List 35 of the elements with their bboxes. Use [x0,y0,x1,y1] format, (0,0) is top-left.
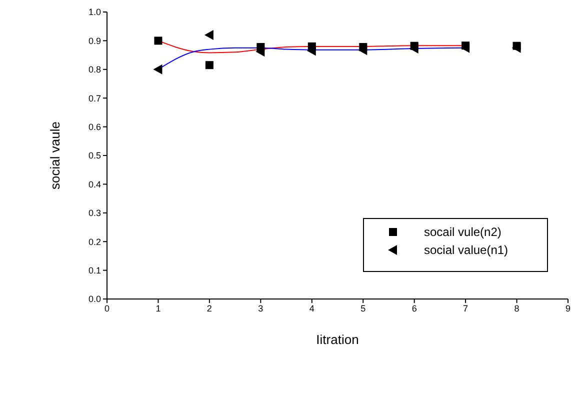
y-tick-label: 0.3 [88,208,101,218]
x-tick-label: 5 [360,303,366,314]
legend-label: social value(n1) [424,243,508,257]
y-tick-label: 0.0 [88,294,101,304]
y-axis-title: social vaule [48,122,63,190]
x-tick-label: 3 [258,303,264,314]
point [358,45,368,56]
y-tick-label: 0.2 [88,236,101,247]
y-tick-label: 1.0 [88,7,101,18]
point [256,46,265,57]
x-tick-label: 2 [206,303,212,314]
point [204,30,214,40]
y-tick-label: 0.4 [88,179,101,190]
legend-label: socail vule(n2) [424,225,502,239]
point [409,43,418,54]
x-tick-label: 8 [514,303,520,314]
point [154,36,162,45]
x-tick-label: 1 [156,303,161,314]
x-tick-label: 4 [309,303,314,314]
point [205,61,214,70]
y-tick-label: 0.5 [88,150,101,161]
y-tick-label: 0.7 [88,93,101,104]
x-tick-label: 0 [104,303,110,314]
point [153,64,162,74]
point [306,46,316,56]
x-tick-label: 7 [463,303,468,314]
point [512,42,521,53]
x-tick-label: 9 [565,303,571,314]
x-tick-label: 6 [412,303,417,314]
y-tick-label: 0.6 [88,122,101,132]
point [460,42,470,53]
x-axis-title: Iitration [316,332,359,348]
y-tick-label: 0.8 [88,64,101,75]
y-tick-label: 0.9 [88,36,101,46]
y-tick-label: 0.1 [88,265,101,276]
